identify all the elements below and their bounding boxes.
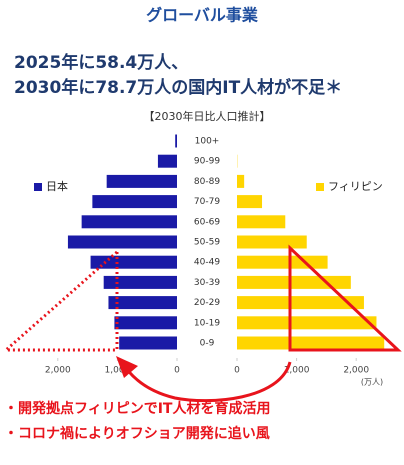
- decoration: [2, 244, 402, 403]
- bar: [81, 215, 177, 229]
- legend-swatch: [34, 183, 42, 191]
- x-tick-label: 1,000: [284, 366, 310, 376]
- category-label: 60-69: [194, 217, 220, 227]
- category-label: 100+: [195, 137, 220, 147]
- bar: [175, 134, 177, 148]
- headline: 2030年に78.7万人の国内IT人材が不足＊: [14, 77, 342, 98]
- category-label: 50-59: [194, 238, 220, 248]
- triangle: [288, 244, 402, 352]
- bar: [237, 235, 307, 249]
- category-label: 70-79: [194, 197, 220, 207]
- legend-label: 日本: [46, 179, 68, 193]
- category-label: 10-19: [194, 318, 220, 328]
- bar: [237, 336, 385, 350]
- x-tick-label: 2,000: [343, 366, 369, 376]
- bar: [157, 154, 177, 168]
- bar: [106, 174, 177, 188]
- category-label: 40-49: [194, 258, 220, 268]
- unit-label: (万人): [361, 378, 383, 387]
- bar: [90, 255, 177, 269]
- title: グローバル事業: [146, 6, 259, 25]
- category-label: 0-9: [200, 339, 215, 349]
- bar: [237, 174, 245, 188]
- bar: [237, 296, 364, 310]
- bar: [119, 336, 177, 350]
- bar: [237, 275, 351, 289]
- legend-swatch: [316, 183, 324, 191]
- x-tick-label: 2,000: [45, 366, 71, 376]
- category-label: 30-39: [194, 278, 220, 288]
- bar: [237, 195, 263, 209]
- bar: [92, 195, 177, 209]
- bar: [108, 296, 177, 310]
- subtitle: 【2030年日比人口推計】: [144, 109, 271, 123]
- headline: 2025年に58.4万人、: [14, 52, 188, 73]
- category-label: 20-29: [194, 298, 220, 308]
- x-tick-label: 0: [174, 366, 180, 376]
- bar: [237, 255, 328, 269]
- note: ・コロナ禍によりオフショア開発に追い風: [4, 425, 270, 442]
- legend-label: フィリピン: [328, 180, 383, 193]
- bar: [67, 235, 177, 249]
- category-label: 90-99: [194, 157, 220, 167]
- x-tick-label: 0: [234, 366, 240, 376]
- arrow: [124, 361, 292, 403]
- bar: [237, 215, 286, 229]
- bar: [237, 316, 377, 330]
- x-tick-label: 1,000: [105, 366, 131, 376]
- arrow-head: [116, 356, 138, 378]
- category-label: 80-89: [194, 177, 220, 187]
- bar: [114, 316, 177, 330]
- note: ・開発拠点フィリピンでIT人材を育成活用: [4, 400, 270, 417]
- bar: [103, 275, 177, 289]
